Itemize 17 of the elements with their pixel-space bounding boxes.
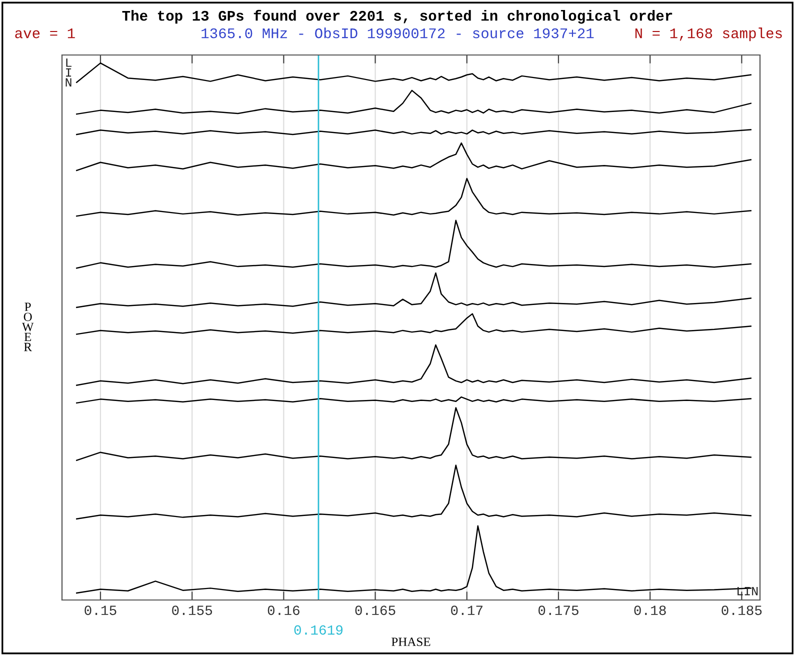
x-axis-title: PHASE <box>392 638 430 646</box>
x-tick-label: 0.185 <box>722 606 762 616</box>
chart-subtitle: 1365.0 MHz - ObsID 199900172 - source 1937+21 <box>202 28 594 38</box>
x-tick-label: 0.18 <box>634 606 666 616</box>
text: ave = 1 <box>15 28 75 38</box>
x-tick-label: 0.155 <box>172 606 212 616</box>
ref-line-label: 0.1619 <box>294 625 343 635</box>
x-tick-label: 0.17 <box>451 606 482 616</box>
annotation: LIN <box>738 586 758 596</box>
annotation: LIN <box>66 58 72 86</box>
x-tick-label: 0.165 <box>355 606 396 616</box>
x-tick-label: 0.175 <box>538 606 578 616</box>
x-tick-label: 0.16 <box>268 606 300 616</box>
text: N = 1,168 samples <box>635 28 782 42</box>
chart-title: The top 13 GPs found over 2201 s, sorted in chronological order <box>122 10 672 24</box>
y-axis-title: POWER <box>22 302 34 352</box>
x-tick-label: 0.15 <box>84 606 116 616</box>
